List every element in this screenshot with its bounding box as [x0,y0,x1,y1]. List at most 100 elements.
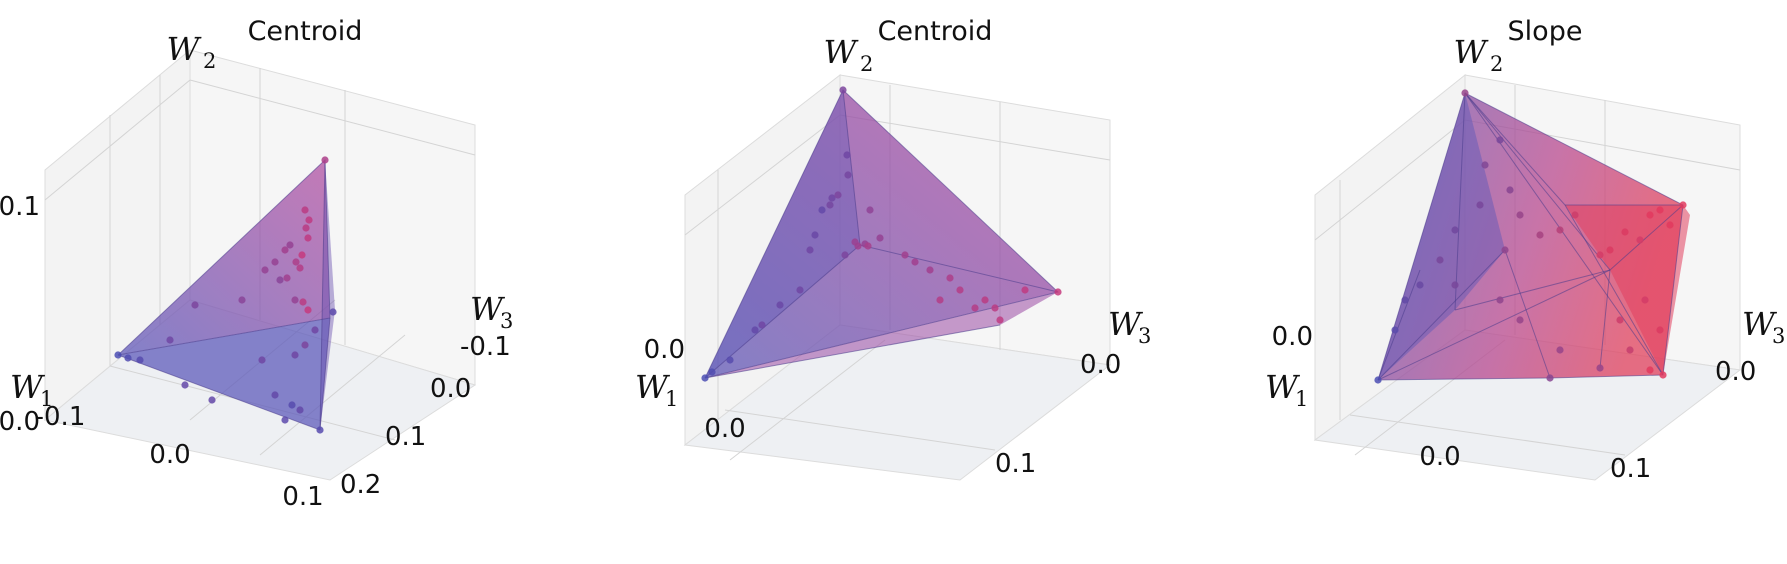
data-point [1451,226,1459,234]
svg-text:2: 2 [860,52,873,76]
data-point [1481,161,1489,169]
data-point [926,266,934,274]
data-point [1516,211,1524,219]
data-point [991,304,999,312]
data-point [901,251,909,259]
data-point [1621,228,1629,236]
data-point [208,396,216,404]
data-point [851,238,859,246]
svg-text:W: W [167,30,203,68]
data-point [114,351,122,359]
svg-text:3: 3 [500,309,513,333]
data-point [996,316,1004,324]
data-point [166,336,174,344]
data-point [981,296,989,304]
data-point [1659,371,1667,379]
w3-tick-2: 0.1 [385,422,426,452]
data-point [828,194,836,202]
w3-label-1: W3 [470,290,513,333]
data-point [1496,136,1504,144]
svg-text:2: 2 [1490,52,1503,76]
data-point [1451,281,1459,289]
data-point [701,374,709,382]
title-1: Centroid [248,16,363,47]
svg-text:W: W [10,368,46,406]
data-point [1556,346,1564,354]
w3-tick-1: 0.0 [430,374,471,404]
data-point [1506,186,1514,194]
svg-text:W: W [1742,305,1778,343]
w2-tick-1: 0.1 [0,192,40,222]
data-point [839,86,847,94]
w1-label-2: W1 [635,368,678,411]
grid-1 [44,68,476,456]
data-point [1536,231,1544,239]
data-point [238,296,246,304]
svg-text:W: W [1265,368,1301,406]
data-point [258,356,266,364]
data-point [296,264,304,272]
data-point [288,401,296,409]
data-point [1436,256,1444,264]
data-point [826,201,834,209]
data-point [271,391,279,399]
data-point [283,274,291,282]
data-point [751,326,759,334]
data-point [276,276,284,284]
data-point [1571,211,1579,219]
data-point [758,321,766,329]
data-point [271,258,279,266]
data-point [1501,246,1509,254]
w3-label-2: W3 [1108,305,1151,348]
points-3 [1374,89,1687,384]
data-point [1374,376,1382,384]
title-2: Centroid [878,16,993,47]
data-point [708,368,716,376]
data-point [818,206,826,214]
data-point [291,296,299,304]
data-point [1416,281,1424,289]
w1-tick-0: 0.0 [704,414,745,444]
data-point [124,354,132,362]
data-point [864,242,872,250]
data-point [299,298,307,306]
svg-text:W: W [635,368,671,406]
pane-floor [683,324,1112,481]
w1-label-1: W1 [10,368,53,411]
data-point [1656,326,1664,334]
w3-label-3: W3 [1742,305,1785,348]
data-point [1646,211,1654,219]
data-point [1391,326,1399,334]
data-point [971,304,979,312]
svg-text:1: 1 [40,387,53,411]
svg-text:1: 1 [665,387,678,411]
data-point [1616,316,1624,324]
data-point [291,351,299,359]
data-point [1646,366,1654,374]
svg-text:W: W [824,33,860,71]
w3-tick-0: -0.1 [460,332,511,362]
points-1 [114,156,337,434]
data-point [329,308,337,316]
data-point [1596,251,1604,259]
data-point [1516,316,1524,324]
data-point [1596,364,1604,372]
data-point [1461,89,1469,97]
w3-tick-1: 0.1 [1610,454,1651,484]
data-point [136,356,144,364]
data-point [305,216,313,224]
hull-face-main [705,90,1058,378]
data-point [1636,236,1644,244]
data-point [302,224,310,232]
data-point [181,381,189,389]
data-point [316,426,324,434]
data-point [1556,226,1564,234]
w2-tick-0: 0.0 [0,407,40,437]
data-point [806,246,814,254]
data-point [911,258,919,266]
data-point [191,301,199,309]
data-point [834,191,842,199]
data-point [321,156,329,164]
